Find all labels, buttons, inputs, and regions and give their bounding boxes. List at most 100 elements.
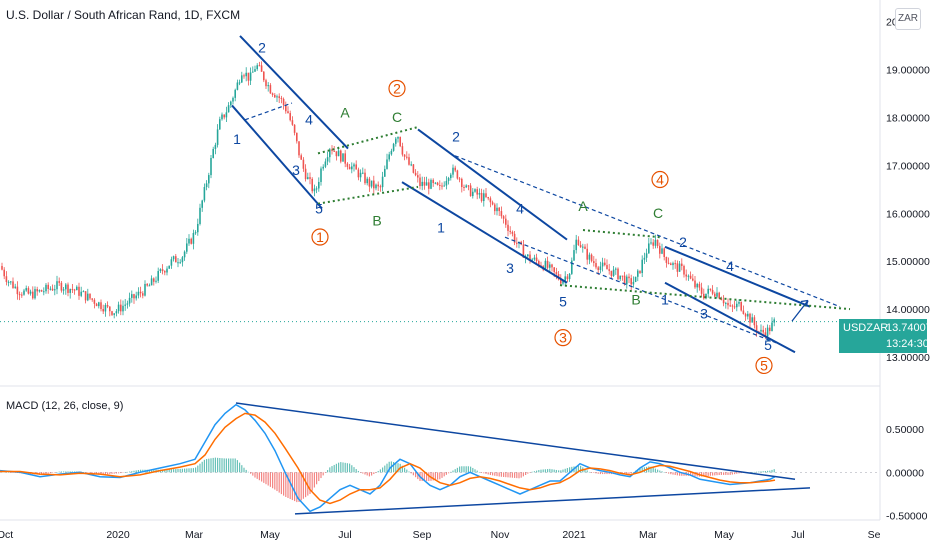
candle-body: [208, 175, 210, 184]
candle-body: [555, 272, 558, 274]
time-axis-tick: Jul: [791, 529, 804, 541]
candle-body: [49, 288, 52, 290]
candle-body: [309, 177, 311, 179]
candle-body: [340, 150, 342, 162]
macd-hist-bar: [54, 472, 56, 473]
candle-body: [474, 189, 476, 192]
macd-hist-bar: [632, 472, 634, 473]
candle-body: [641, 259, 643, 274]
candle-body: [113, 313, 115, 315]
macd-hist-bar: [709, 472, 711, 476]
macd-hist-bar: [373, 472, 375, 475]
candle-body: [538, 261, 540, 266]
macd-hist-bar: [228, 458, 230, 473]
candle-body: [67, 284, 69, 293]
candle-body: [463, 186, 465, 188]
candle-body: [535, 257, 538, 262]
price-tag-symbol: USDZAR: [843, 322, 889, 334]
candle-body: [549, 264, 551, 268]
macd-hist-bar: [597, 472, 599, 474]
candle-body: [38, 290, 41, 292]
candle-body: [329, 149, 331, 158]
candle-body: [170, 259, 173, 266]
candle-body: [738, 302, 740, 304]
macd-hist-bar: [261, 472, 263, 482]
candle-body: [412, 164, 415, 173]
macd-hist-bar: [566, 468, 568, 473]
candle-body: [744, 313, 747, 317]
macd-hist-bar: [679, 472, 681, 476]
candle-body: [588, 254, 591, 260]
candle-body: [725, 302, 727, 304]
candle-body: [168, 265, 170, 269]
macd-hist-bar: [410, 472, 412, 474]
macd-hist-bar: [434, 472, 436, 481]
macd-hist-bar: [285, 472, 287, 497]
candle-body: [612, 269, 615, 276]
candle-body: [351, 166, 353, 170]
macd-hist-bar: [450, 471, 452, 473]
macd-trend-line: [294, 487, 811, 515]
macd-hist-bar: [463, 466, 465, 473]
candle-body: [593, 261, 595, 264]
macd-hist-bar: [648, 466, 650, 473]
candle-body: [447, 178, 450, 181]
candle-body: [692, 278, 694, 281]
macd-hist-bar: [432, 472, 434, 481]
price-axis-tick: 15.00000: [886, 256, 930, 268]
macd-hist-bar: [223, 458, 225, 473]
macd-hist-bar: [190, 468, 192, 473]
macd-hist-bar: [85, 472, 87, 473]
macd-hist-bar: [769, 470, 771, 473]
macd-hist-bar: [243, 467, 245, 473]
candle-body: [320, 168, 322, 182]
candle-body: [124, 304, 126, 306]
macd-hist-bar: [364, 472, 366, 475]
macd-hist-bar: [720, 472, 722, 475]
candle-body: [670, 263, 672, 266]
macd-hist-bar: [69, 471, 71, 473]
macd-hist-bar: [377, 470, 379, 473]
macd-hist-bar: [729, 472, 731, 475]
candle-body: [225, 112, 228, 118]
macd-hist-bar: [360, 472, 362, 473]
time-axis-tick: Mar: [639, 529, 658, 541]
macd-hist-bar: [727, 472, 729, 475]
channel-line: [417, 128, 568, 241]
macd-hist-bar: [397, 463, 399, 473]
macd-hist-bar: [151, 469, 153, 473]
macd-hist-bar: [164, 469, 166, 473]
candle-body: [445, 180, 448, 186]
macd-hist-bar: [329, 467, 331, 473]
candle-body: [324, 161, 327, 167]
candle-body: [313, 188, 316, 192]
macd-hist-bar: [753, 471, 755, 473]
price-axis-tick: 18.00000: [886, 112, 930, 124]
macd-hist-bar: [371, 472, 373, 476]
macd-hist-bar: [113, 472, 115, 474]
macd-hist-bar: [514, 472, 516, 478]
macd-hist-bar: [307, 472, 309, 496]
candle-body: [95, 303, 98, 307]
candle-body: [399, 136, 401, 147]
candle-body: [21, 294, 23, 296]
macd-hist-bar: [309, 472, 311, 494]
signal-line: [0, 412, 776, 505]
candle-body: [65, 284, 67, 290]
candle-body: [465, 185, 467, 188]
candle-body: [568, 273, 571, 280]
macd-hist-bar: [340, 462, 342, 473]
macd-hist-bar: [89, 472, 91, 474]
macd-hist-bar: [511, 472, 513, 478]
candle-body: [142, 293, 144, 296]
candle-body: [153, 278, 155, 282]
candle-body: [256, 65, 258, 70]
candle-body: [544, 260, 547, 270]
macd-hist-bar: [280, 472, 282, 495]
macd-hist-bar: [676, 472, 678, 476]
candle-body: [322, 166, 324, 169]
currency-badge[interactable]: ZAR: [895, 8, 921, 30]
macd-hist-bar: [166, 469, 168, 473]
candle-body: [476, 189, 478, 195]
